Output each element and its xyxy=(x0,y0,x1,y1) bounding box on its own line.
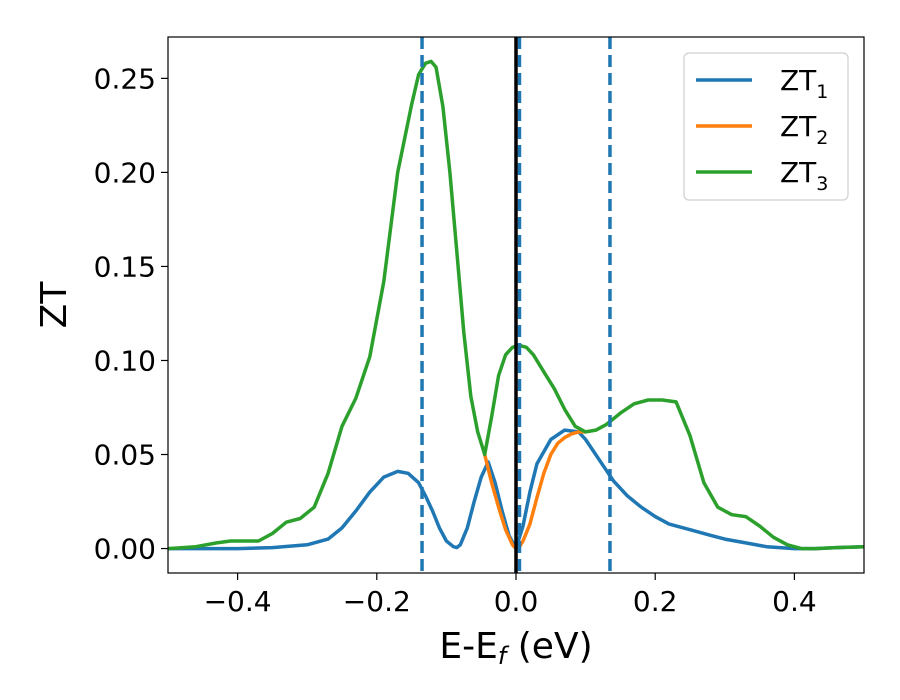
series-line-zt1 xyxy=(168,428,864,551)
y-tick-label: 0.15 xyxy=(94,250,156,283)
x-tick-label: −0.4 xyxy=(204,585,272,618)
y-tick-label: 0.25 xyxy=(94,62,156,95)
y-tick-label: 0.10 xyxy=(94,344,156,377)
y-tick-label: 0.20 xyxy=(94,156,156,189)
series-line-zt2 xyxy=(482,430,588,551)
series-line-zt3 xyxy=(168,59,864,551)
y-tick-label: 0.00 xyxy=(94,533,156,566)
y-axis-label: ZT xyxy=(34,281,75,329)
x-tick-label: −0.2 xyxy=(343,585,411,618)
x-tick-label: 0.0 xyxy=(494,585,539,618)
axes: −0.4 −0.2 0.0 0.2 0.4 0.00 0.05 0.10 0.15 0.20 0.2… xyxy=(94,36,865,618)
y-tick-label: 0.05 xyxy=(94,439,156,472)
x-tick-label: 0.4 xyxy=(772,585,817,618)
legend: ZT1 ZT2 ZT3 xyxy=(683,52,849,201)
plot-area xyxy=(168,37,864,573)
legend-label-zt1: ZT1 xyxy=(780,64,828,103)
x-axis-label: E-Ef (eV) xyxy=(439,626,592,670)
legend-box xyxy=(683,52,849,201)
legend-label-zt3: ZT3 xyxy=(780,156,828,195)
legend-label-zt2: ZT2 xyxy=(780,110,828,149)
x-tick-label: 0.2 xyxy=(633,585,678,618)
